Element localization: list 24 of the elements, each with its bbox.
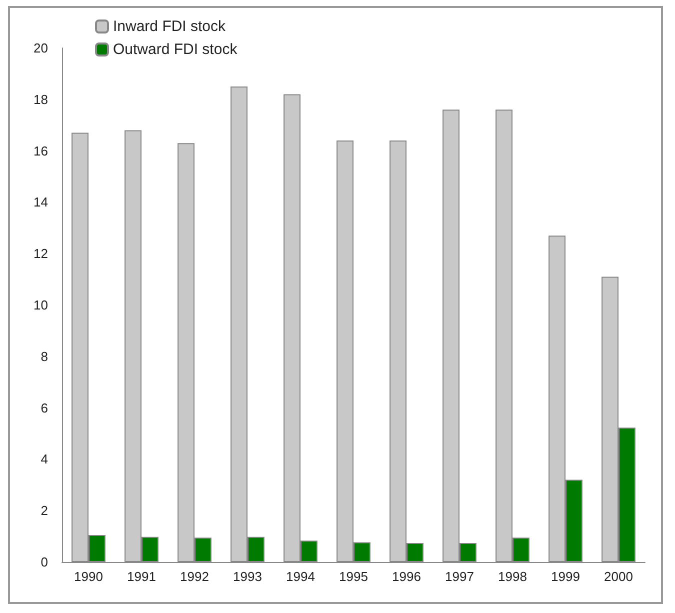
- x-tick-label: 1999: [551, 569, 580, 584]
- y-tick-label: 14: [34, 194, 48, 210]
- x-tick-label: 1992: [180, 569, 209, 584]
- x-tick-label: 1998: [498, 569, 527, 584]
- x-tick-label: 2000: [604, 569, 633, 584]
- x-tick-label: 1993: [233, 569, 262, 584]
- y-tick-label: 16: [34, 143, 48, 158]
- x-tick-label: 1991: [127, 569, 156, 584]
- y-tick-label: 20: [34, 40, 48, 56]
- y-tick-label: 12: [34, 246, 48, 262]
- x-tick-label: 1994: [286, 569, 315, 584]
- x-tick-label: 1996: [392, 569, 421, 584]
- y-tick-label: 10: [34, 298, 48, 312]
- x-tick-label: 1997: [445, 569, 474, 584]
- x-tick-label: 1995: [339, 569, 368, 584]
- y-tick-label: 4: [40, 452, 48, 467]
- y-tick-label: 2: [40, 503, 48, 518]
- y-tick-label: 6: [40, 400, 48, 416]
- x-tick-label: 1990: [74, 569, 103, 584]
- y-tick-label: 8: [40, 348, 48, 364]
- legend-label: Inward FDI stock: [113, 18, 226, 35]
- legend-label: Outward FDI stock: [113, 41, 238, 58]
- y-tick-label: 0: [40, 554, 48, 570]
- y-tick-label: 18: [34, 92, 48, 107]
